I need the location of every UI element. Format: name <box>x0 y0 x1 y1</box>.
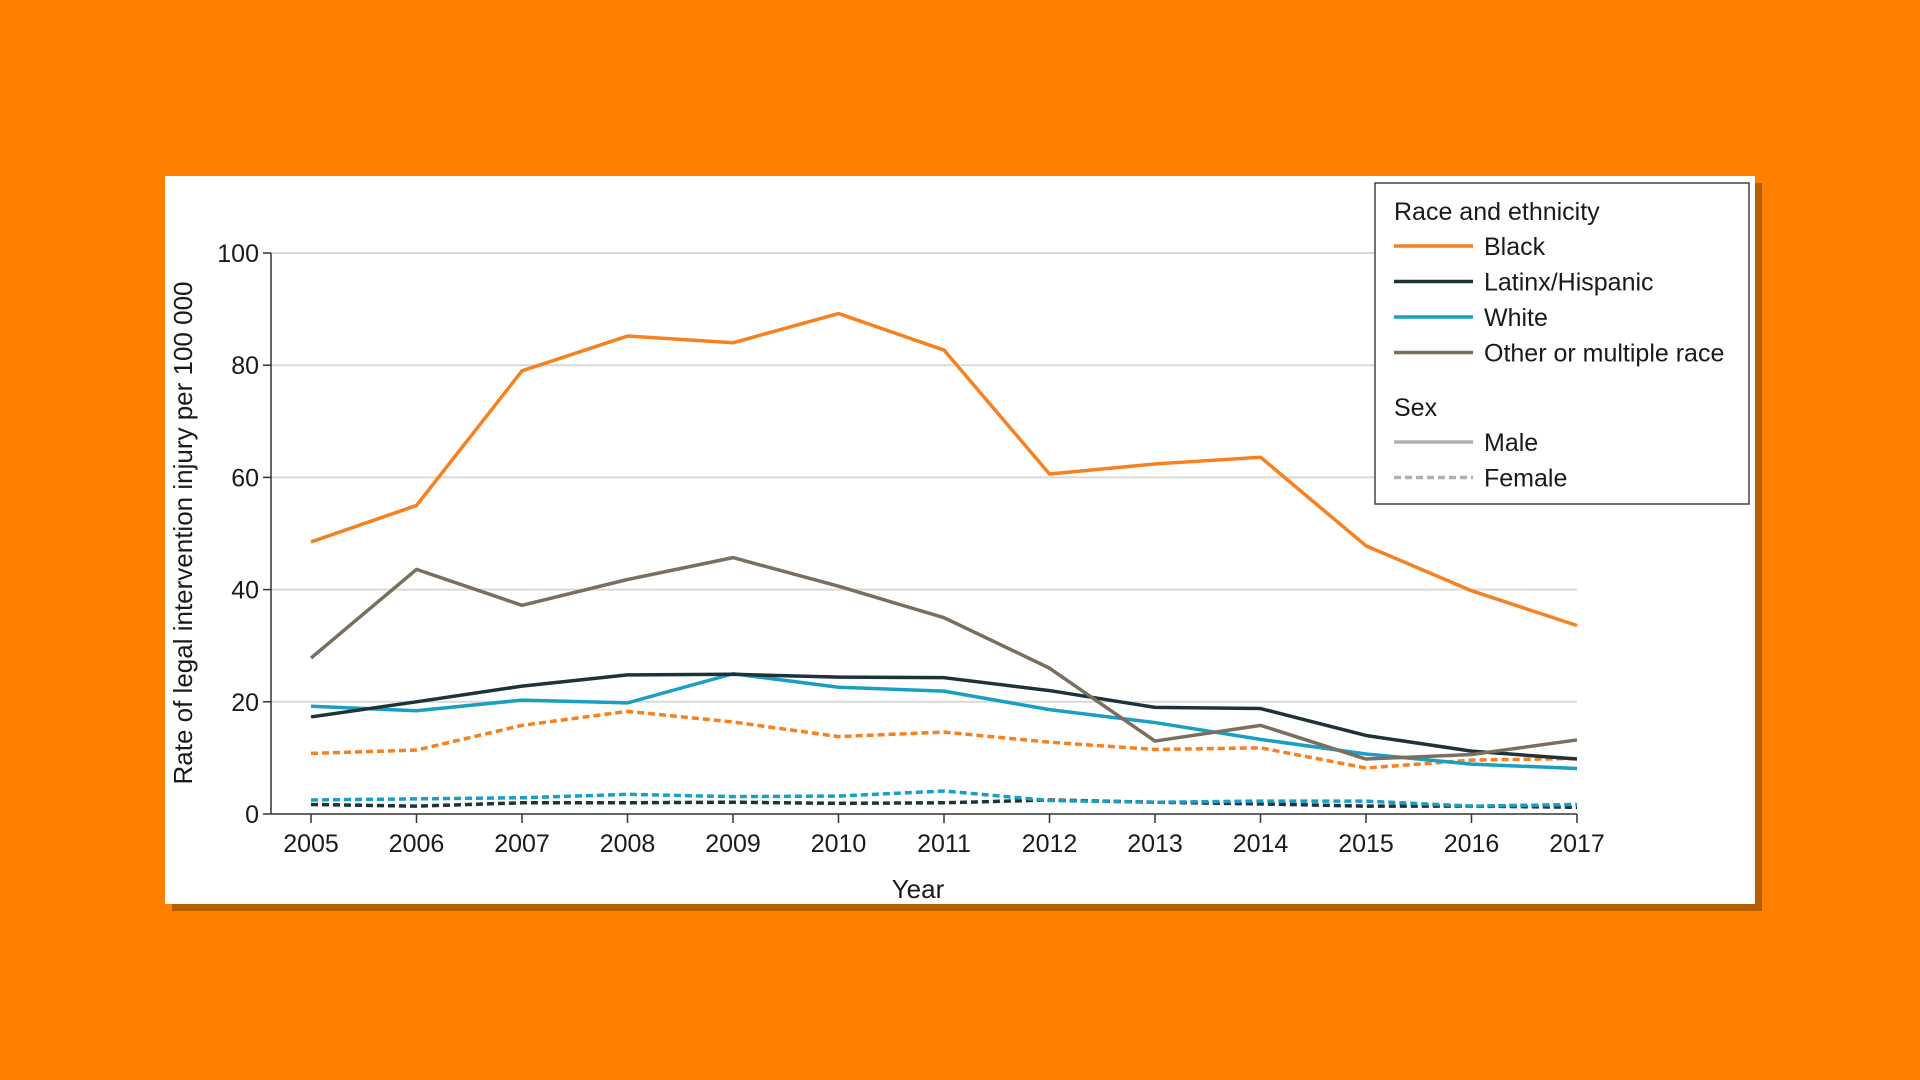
series-lines <box>309 311 1578 810</box>
y-tick-label: 0 <box>245 801 259 829</box>
x-tick-label: 2012 <box>1022 830 1078 858</box>
x-tick-label: 2009 <box>705 830 761 858</box>
legend-label: Male <box>1484 429 1538 457</box>
y-tick-label: 80 <box>231 352 259 380</box>
x-tick-label: 2015 <box>1338 830 1394 858</box>
legend-label: White <box>1484 304 1548 332</box>
x-tick-label: 2013 <box>1127 830 1183 858</box>
x-tick-label: 2005 <box>283 830 339 858</box>
y-tick-label: 100 <box>217 240 259 268</box>
legend-title-race: Race and ethnicity <box>1394 198 1600 226</box>
y-tick-label: 60 <box>231 464 259 492</box>
x-tick-label: 2010 <box>811 830 867 858</box>
y-tick-label: 20 <box>231 689 259 717</box>
legend-label: Other or multiple race <box>1484 340 1724 368</box>
x-tick-label: 2006 <box>389 830 445 858</box>
y-tick-label: 40 <box>231 577 259 605</box>
x-tick-label: 2011 <box>917 830 971 858</box>
y-axis-label: Rate of legal intervention injury per 10… <box>168 282 198 785</box>
legend: Race and ethnicity Sex Black Latinx/Hispa… <box>1374 182 1750 505</box>
x-tick-label: 2014 <box>1233 830 1289 858</box>
legend-label: Female <box>1484 465 1567 493</box>
legend-title-sex: Sex <box>1394 394 1438 422</box>
x-axis-label: Year <box>892 874 945 904</box>
axes: 0 20 40 60 80 100 2005 2006 2007 2008 2009 2010 2011… <box>217 240 1605 858</box>
legend-label: Latinx/Hispanic <box>1484 269 1654 297</box>
legend-label: Black <box>1484 233 1546 261</box>
x-tick-label: 2016 <box>1444 830 1500 858</box>
legend-box <box>1374 182 1750 505</box>
x-tick-label: 2017 <box>1549 830 1605 858</box>
x-tick-label: 2007 <box>494 830 550 858</box>
x-tick-label: 2008 <box>600 830 656 858</box>
